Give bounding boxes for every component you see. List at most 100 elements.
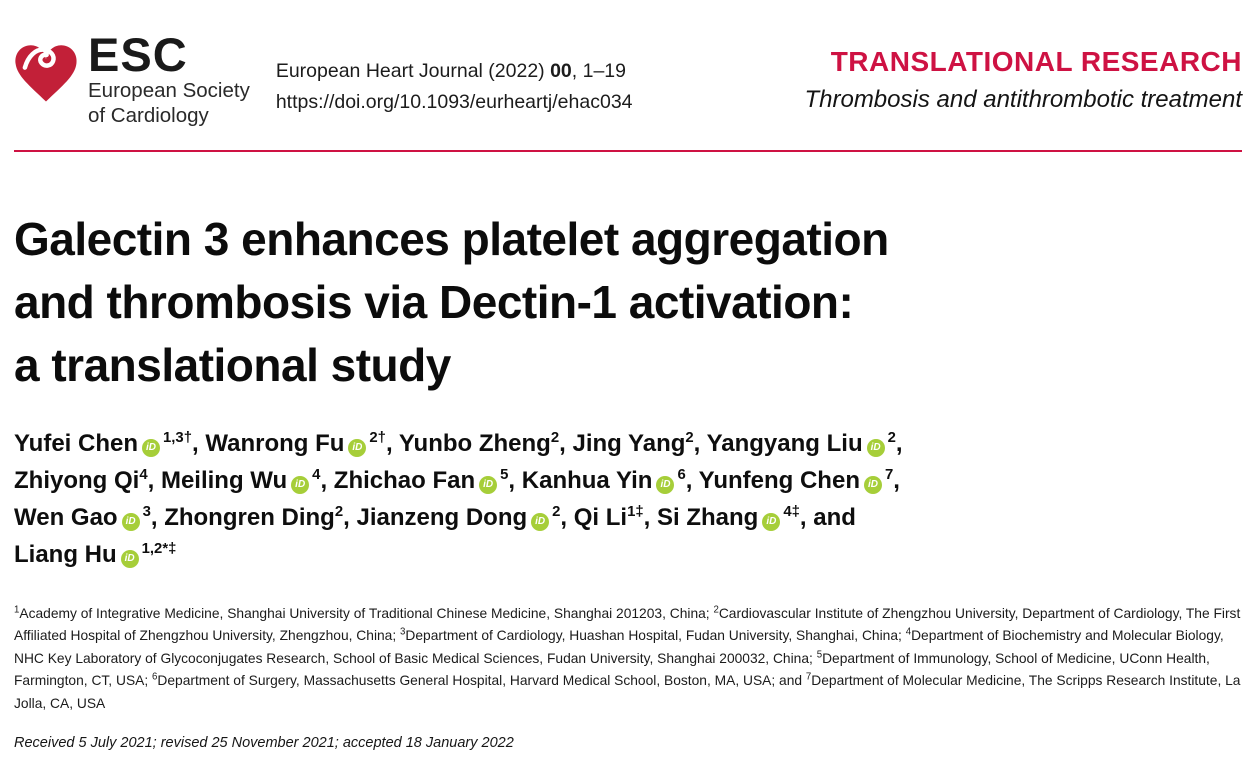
affiliation-superscript: 1 [14, 604, 20, 616]
author-name: Zhichao Fan [333, 466, 476, 494]
author-separator: , [643, 503, 657, 531]
affiliation-text: Cardiovascular Institute of Zhengzhou Un… [14, 605, 1241, 644]
author-separator: , [147, 466, 161, 494]
subcategory-label: Thrombosis and antithrombotic treatment [804, 86, 1242, 113]
author-separator: , [560, 503, 574, 531]
article-title: Galectin 3 enhances platelet aggregation… [14, 208, 1242, 397]
author: Yunbo Zheng2, [399, 430, 573, 457]
author-separator: , and [799, 503, 856, 531]
citation-journal: European Heart Journal (2022) [275, 60, 551, 82]
category-label: TRANSLATIONAL RESEARCH [830, 46, 1242, 77]
author-name: Zhiyong Qi [14, 466, 140, 494]
author-name: Si Zhang [657, 503, 759, 531]
author-separator: , [693, 429, 707, 457]
author-name: Yufei Chen [14, 429, 139, 457]
author-separator: , [343, 503, 357, 531]
author: Yunfeng Chen iD7, [699, 467, 900, 494]
author-separator: , [508, 466, 522, 494]
author-superscript: 1‡ [627, 503, 644, 520]
affiliation-text: Department of Cardiology, Huashan Hospit… [405, 628, 906, 644]
author: Yufei Chen iD1,3†, [14, 430, 205, 457]
esc-society-line2: of Cardiology [88, 103, 209, 127]
author-separator: , [150, 503, 165, 531]
author-separator: , [685, 466, 699, 494]
author-separator: , [559, 429, 573, 457]
author-superscript: 2 [685, 429, 694, 446]
author: Jianzeng Dong iD2, [356, 504, 573, 531]
author: Meiling Wu iD4, [161, 467, 334, 494]
author-name: Yangyang Liu [706, 429, 863, 457]
affiliation-text: Department of Immunology, School of Medi… [14, 650, 1210, 689]
author: Zhongren Ding2, [164, 504, 356, 531]
orcid-icon[interactable]: iD [120, 549, 139, 568]
orcid-icon[interactable]: iD [531, 512, 550, 531]
author-separator: , [893, 466, 900, 494]
author: Jing Yang2, [572, 430, 706, 457]
orcid-icon[interactable]: iD [121, 512, 140, 531]
title-line-2: and thrombosis via Dectin-1 activation: [14, 275, 854, 328]
affiliation-superscript: 3 [400, 626, 406, 638]
author: Yangyang Liu iD2, [707, 430, 903, 457]
title-line-1: Galectin 3 enhances platelet aggregation [14, 212, 889, 265]
author-name: Wen Gao [14, 503, 118, 531]
title-line-3: a translational study [14, 338, 451, 391]
affiliation-text: Department of Surgery, Massachusetts Gen… [157, 673, 806, 689]
author-superscript: 4 [139, 466, 148, 483]
esc-logo-text: ESC European Society of Cardiology [88, 30, 250, 128]
author-superscript: 2 [550, 429, 560, 446]
author-name: Meiling Wu [160, 466, 288, 494]
esc-society-line1: European Society [88, 79, 250, 103]
orcid-icon[interactable]: iD [291, 475, 310, 494]
orcid-icon[interactable]: iD [762, 512, 781, 531]
author-name: Yunbo Zheng [398, 429, 551, 457]
author-list: Yufei Chen iD1,3†, Wanrong Fu iD2†, Yunbo … [14, 425, 1242, 573]
author-superscript: 2 [334, 503, 344, 520]
author-separator: , [385, 429, 399, 457]
orcid-icon[interactable]: iD [479, 475, 498, 494]
author-separator: , [895, 429, 903, 457]
citation-volume: 00 [550, 60, 572, 82]
author-separator: , [320, 466, 334, 494]
author-superscript: 5 [500, 466, 509, 483]
orcid-icon[interactable]: iD [863, 475, 882, 494]
author-superscript: 2 [887, 429, 896, 446]
orcid-icon[interactable]: iD [142, 438, 161, 457]
affiliation-text: Academy of Integrative Medicine, Shangha… [19, 605, 714, 621]
esc-abbreviation: ESC [88, 28, 188, 81]
author: Kanhua Yin iD6, [522, 467, 699, 494]
orcid-icon[interactable]: iD [866, 438, 885, 457]
author: Si Zhang iD4‡, and [657, 504, 856, 531]
orcid-icon[interactable]: iD [656, 475, 675, 494]
esc-heart-icon [15, 45, 77, 102]
author-superscript: 4‡ [783, 503, 800, 520]
author-superscript: 6 [677, 466, 686, 483]
header-divider [14, 149, 1242, 152]
doi-link[interactable]: https://doi.org/10.1093/eurheartj/ehac03… [275, 91, 633, 114]
journal-citation: European Heart Journal (2022) 00, 1–19 h… [276, 56, 633, 118]
orcid-icon[interactable]: iD [348, 438, 367, 457]
author-superscript: 2 [552, 503, 561, 520]
author-superscript: 1,3† [163, 429, 192, 446]
affiliation-superscript: 4 [905, 626, 912, 638]
author-superscript: 4 [312, 466, 321, 483]
author-superscript: 3 [142, 503, 151, 520]
article-category-block: TRANSLATIONAL RESEARCH Thrombosis and an… [804, 46, 1242, 114]
author-separator: , [191, 429, 206, 457]
author-name: Jing Yang [572, 429, 686, 457]
affiliation-text: Department of Molecular Medicine, The Sc… [14, 673, 1241, 711]
author: Zhiyong Qi4, [14, 467, 161, 494]
author-name: Qi Li [573, 503, 628, 531]
author-superscript: 2† [369, 429, 386, 446]
author-name: Zhongren Ding [164, 503, 335, 531]
author-superscript: 7 [884, 466, 894, 483]
author-name: Kanhua Yin [521, 466, 653, 494]
affiliation-superscript: 5 [816, 649, 823, 661]
author: Liang Hu iD1,2*‡ [14, 541, 176, 568]
author: Wen Gao iD3, [14, 504, 164, 531]
affiliation-text: Department of Biochemistry and Molecular… [14, 628, 1224, 666]
esc-logo: ESC European Society of Cardiology [14, 30, 250, 128]
affiliations: 1Academy of Integrative Medicine, Shangh… [14, 603, 1242, 716]
received-dates: Received 5 July 2021; revised 25 Novembe… [14, 735, 514, 752]
author-name: Liang Hu [14, 540, 117, 568]
